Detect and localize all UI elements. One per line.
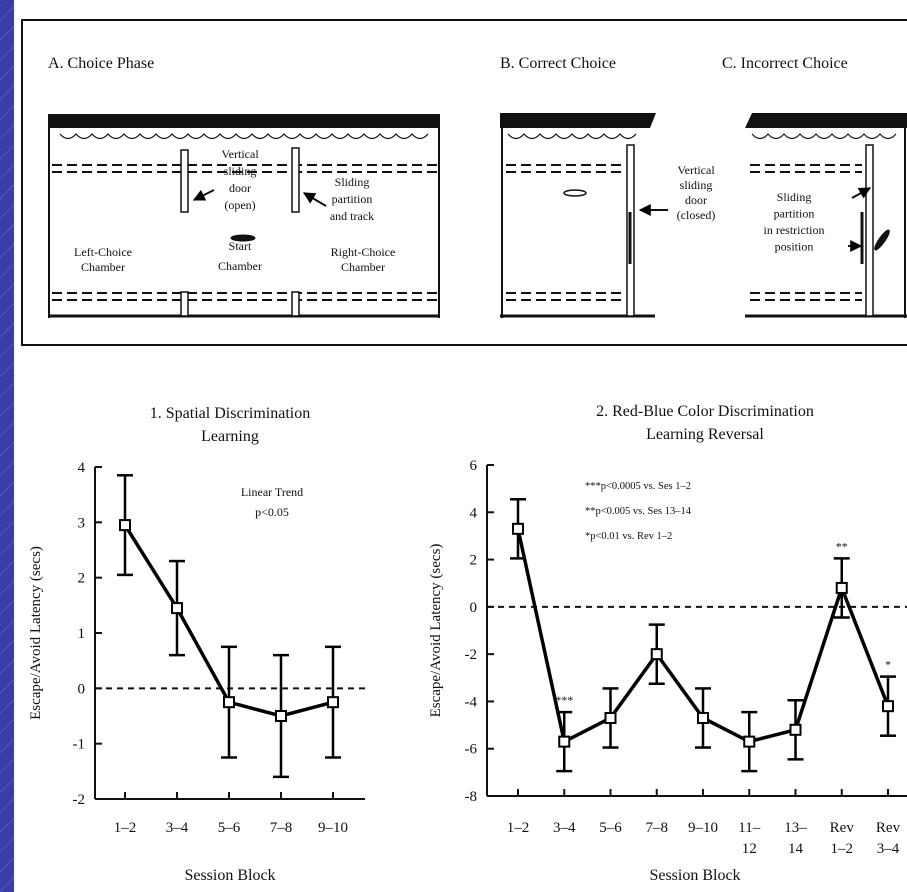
- significance-label: **: [836, 539, 848, 553]
- diagram-label: Vertical: [677, 163, 715, 177]
- x-axis-label: Session Block: [184, 867, 275, 884]
- x-axis-label: Session Block: [649, 867, 740, 884]
- diagram-label: sliding: [680, 178, 713, 192]
- diagram-label: in restriction: [764, 223, 825, 237]
- marker: [743, 735, 756, 748]
- annotation: p<0.05: [255, 505, 289, 519]
- diagram-label: partition: [774, 207, 815, 221]
- diagram-label: Vertical: [221, 147, 259, 161]
- tank-a: [48, 114, 440, 318]
- diagram-label: partition: [332, 192, 373, 206]
- annotation: Linear Trend: [241, 485, 303, 499]
- tank-c: [745, 113, 907, 318]
- x-tick-label: Rev: [876, 820, 901, 836]
- x-tick-label: 12: [742, 841, 757, 857]
- marker: [789, 723, 802, 736]
- panel-title: B. Correct Choice: [500, 55, 616, 72]
- marker: [327, 696, 339, 709]
- marker: [697, 711, 709, 724]
- chart-title: 2. Red-Blue Color Discrimination: [596, 403, 814, 420]
- diagram-label: door: [229, 181, 251, 195]
- significance-label: *: [885, 658, 891, 672]
- marker: [882, 700, 894, 713]
- wave: [751, 133, 897, 140]
- diagram-label: Right-Choice: [331, 245, 396, 259]
- chart-title: Learning Reversal: [646, 426, 764, 443]
- x-tick-label: 13–: [784, 820, 807, 836]
- y-tick-label: -1: [73, 737, 86, 753]
- x-tick-label: 9–10: [318, 820, 348, 836]
- marker: [171, 602, 183, 615]
- x-tick-label: 1–2: [507, 820, 530, 836]
- wave: [507, 133, 637, 140]
- diagram-label: Sliding: [777, 190, 812, 204]
- diagram-label: door: [685, 193, 707, 207]
- x-tick-label: Rev: [830, 820, 855, 836]
- y-tick-label: 2: [78, 571, 86, 587]
- y-tick-label: 4: [78, 460, 86, 476]
- y-tick-label: 1: [78, 626, 86, 642]
- marker: [223, 696, 235, 709]
- x-tick-label: 1–2: [831, 841, 854, 857]
- diagram-label: and track: [330, 209, 374, 223]
- diagram-label: sliding: [224, 164, 257, 178]
- diagram-frame: [21, 19, 907, 346]
- marker: [835, 581, 848, 594]
- y-tick-label: -8: [465, 789, 478, 805]
- x-tick-label: 7–8: [270, 820, 293, 836]
- marker: [558, 735, 571, 748]
- marker: [119, 519, 131, 532]
- marker: [650, 648, 663, 661]
- x-tick-label: 3–4: [553, 820, 576, 836]
- panel-title: A. Choice Phase: [48, 55, 154, 72]
- diagram-label: Start: [229, 239, 252, 253]
- diagram-label: Chamber: [341, 260, 385, 274]
- y-axis-label: Escape/Avoid Latency (secs): [428, 544, 444, 718]
- y-tick-label: -4: [465, 694, 478, 710]
- annotation: **p<0.005 vs. Ses 13–14: [585, 506, 692, 517]
- water-surface: [59, 133, 897, 140]
- x-tick-label: 7–8: [646, 820, 669, 836]
- diagram-label: Chamber: [81, 260, 125, 274]
- wave: [59, 133, 429, 140]
- x-tick-label: 14: [788, 841, 804, 857]
- x-tick-label: 9–10: [688, 820, 718, 836]
- annotation: *p<0.01 vs. Rev 1–2: [585, 531, 672, 542]
- marker: [512, 522, 524, 535]
- diagram-label: (open): [224, 198, 255, 212]
- tank-b: [500, 113, 668, 318]
- y-tick-label: -2: [465, 647, 478, 663]
- y-tick-label: -2: [73, 792, 86, 808]
- chart-title: 1. Spatial Discrimination: [150, 405, 310, 422]
- y-tick-label: 4: [470, 505, 478, 521]
- y-tick-label: 0: [78, 681, 86, 697]
- diagram-label: position: [775, 240, 814, 254]
- y-axis-label: Escape/Avoid Latency (secs): [28, 546, 44, 720]
- x-tick-label: 3–4: [877, 841, 900, 857]
- y-tick-label: -6: [465, 742, 478, 758]
- x-tick-label: 3–4: [166, 820, 189, 836]
- panel-title: C. Incorrect Choice: [722, 55, 848, 72]
- y-tick-label: 0: [470, 600, 478, 616]
- chart-title: Learning: [201, 428, 259, 445]
- diagram-label: (closed): [677, 208, 716, 222]
- x-tick-label: 5–6: [599, 820, 622, 836]
- diagram-label: Chamber: [218, 259, 262, 273]
- x-tick-label: 5–6: [218, 820, 241, 836]
- diagram-label: Sliding: [335, 175, 370, 189]
- y-tick-label: 3: [78, 515, 86, 531]
- significance-label: ***: [555, 693, 573, 707]
- x-tick-label: 11–: [738, 820, 760, 836]
- marker: [604, 711, 617, 724]
- marker: [275, 710, 287, 722]
- y-tick-label: 2: [470, 553, 478, 569]
- x-tick-label: 1–2: [114, 820, 137, 836]
- figure-panel: [14, 0, 907, 892]
- y-tick-label: 6: [470, 458, 478, 474]
- diagram-label: Left-Choice: [74, 245, 132, 259]
- annotation: ***p<0.0005 vs. Ses 1–2: [585, 481, 691, 492]
